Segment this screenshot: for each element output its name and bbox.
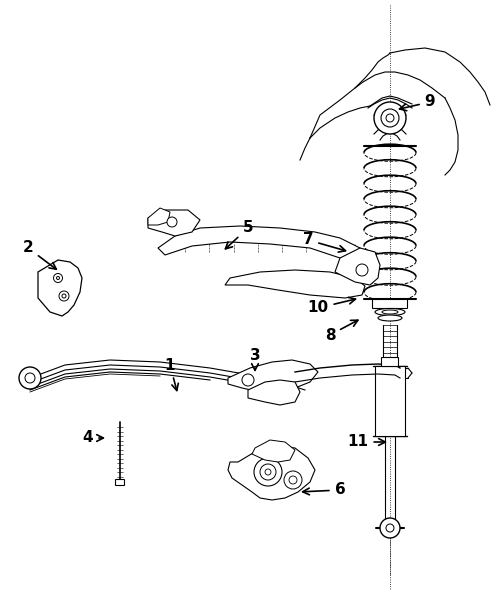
Text: 5: 5 — [226, 220, 254, 249]
Circle shape — [374, 102, 406, 134]
Polygon shape — [158, 226, 365, 262]
Polygon shape — [148, 210, 200, 236]
Circle shape — [167, 217, 177, 227]
Circle shape — [380, 518, 400, 538]
Polygon shape — [252, 440, 295, 462]
Circle shape — [54, 274, 62, 283]
Circle shape — [56, 277, 59, 280]
Polygon shape — [248, 380, 300, 405]
Circle shape — [386, 524, 394, 532]
Text: 7: 7 — [302, 233, 346, 252]
Circle shape — [59, 291, 69, 301]
Polygon shape — [225, 270, 365, 298]
Circle shape — [242, 374, 254, 386]
Text: 2: 2 — [22, 240, 56, 269]
Text: 10: 10 — [308, 297, 356, 315]
FancyBboxPatch shape — [372, 300, 408, 309]
Polygon shape — [228, 445, 315, 500]
Circle shape — [19, 367, 41, 389]
Circle shape — [386, 114, 394, 122]
Circle shape — [25, 373, 35, 383]
Text: 4: 4 — [82, 431, 103, 446]
Text: 6: 6 — [302, 483, 346, 498]
Ellipse shape — [375, 309, 405, 315]
Circle shape — [284, 471, 302, 489]
FancyBboxPatch shape — [116, 480, 124, 486]
Polygon shape — [38, 260, 82, 316]
Polygon shape — [148, 208, 170, 225]
Ellipse shape — [378, 315, 402, 321]
Polygon shape — [375, 366, 405, 436]
Text: 8: 8 — [324, 320, 358, 342]
Circle shape — [356, 264, 368, 276]
FancyBboxPatch shape — [382, 358, 398, 367]
Circle shape — [381, 109, 399, 127]
Text: 9: 9 — [400, 94, 436, 111]
Text: 1: 1 — [165, 358, 178, 391]
Text: 11: 11 — [348, 434, 386, 449]
Circle shape — [62, 294, 66, 298]
Polygon shape — [228, 360, 318, 392]
Circle shape — [260, 464, 276, 480]
Text: 3: 3 — [250, 347, 260, 370]
Circle shape — [254, 458, 282, 486]
Circle shape — [265, 469, 271, 475]
Polygon shape — [335, 248, 380, 285]
Ellipse shape — [382, 310, 398, 314]
Circle shape — [289, 476, 297, 484]
